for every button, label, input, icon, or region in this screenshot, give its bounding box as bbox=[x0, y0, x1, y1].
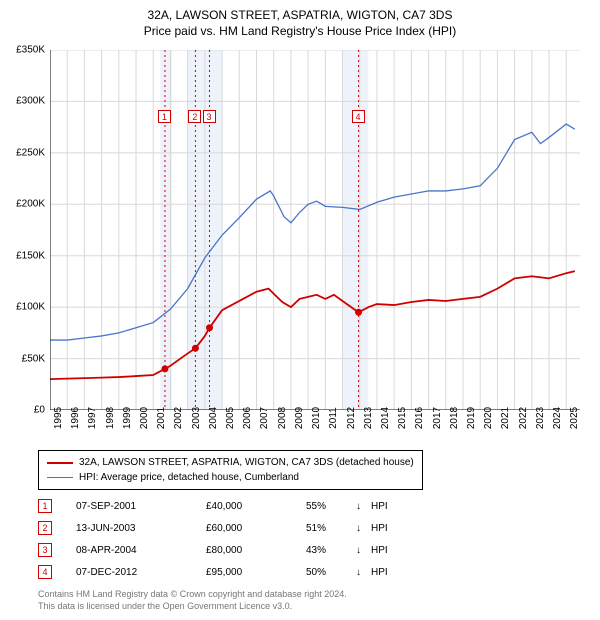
transactions-table: 107-SEP-2001£40,00055%↓HPI213-JUN-2003£6… bbox=[38, 495, 401, 583]
y-tick-label: £100K bbox=[0, 302, 45, 313]
transaction-ref: HPI bbox=[371, 545, 401, 556]
y-tick-label: £300K bbox=[0, 96, 45, 107]
y-tick-label: £200K bbox=[0, 199, 45, 210]
title-line1: 32A, LAWSON STREET, ASPATRIA, WIGTON, CA… bbox=[0, 8, 600, 22]
x-tick-label: 2019 bbox=[466, 407, 477, 429]
down-arrow-icon: ↓ bbox=[356, 523, 371, 534]
y-tick-label: £50K bbox=[0, 353, 45, 364]
x-tick-label: 2014 bbox=[380, 407, 391, 429]
footer-line1: Contains HM Land Registry data © Crown c… bbox=[38, 588, 347, 600]
footer-line2: This data is licensed under the Open Gov… bbox=[38, 600, 347, 612]
transaction-marker: 2 bbox=[38, 521, 52, 535]
y-tick-label: £0 bbox=[0, 405, 45, 416]
x-tick-label: 2016 bbox=[414, 407, 425, 429]
x-tick-label: 1996 bbox=[70, 407, 81, 429]
x-tick-label: 1997 bbox=[87, 407, 98, 429]
transaction-row: 1 07-SEP-2001£40,00055%↓HPI bbox=[38, 495, 401, 517]
transaction-marker: 1 bbox=[38, 499, 52, 513]
price-chart bbox=[50, 50, 580, 410]
legend-label-hpi: HPI: Average price, detached house, Cumb… bbox=[79, 470, 299, 485]
x-tick-label: 2003 bbox=[191, 407, 202, 429]
footer: Contains HM Land Registry data © Crown c… bbox=[38, 588, 347, 612]
x-tick-label: 2001 bbox=[156, 407, 167, 429]
transaction-pct: 55% bbox=[306, 501, 356, 512]
x-tick-label: 2018 bbox=[449, 407, 460, 429]
x-tick-label: 1999 bbox=[122, 407, 133, 429]
transaction-date: 07-SEP-2001 bbox=[76, 501, 206, 512]
x-tick-label: 2007 bbox=[259, 407, 270, 429]
legend-item-property: 32A, LAWSON STREET, ASPATRIA, WIGTON, CA… bbox=[47, 455, 414, 470]
down-arrow-icon: ↓ bbox=[356, 545, 371, 556]
transaction-price: £60,000 bbox=[206, 523, 306, 534]
transaction-ref: HPI bbox=[371, 567, 401, 578]
legend: 32A, LAWSON STREET, ASPATRIA, WIGTON, CA… bbox=[38, 450, 423, 490]
x-tick-label: 2013 bbox=[363, 407, 374, 429]
transaction-marker: 3 bbox=[38, 543, 52, 557]
transaction-row: 3 08-APR-2004£80,00043%↓HPI bbox=[38, 539, 401, 561]
y-tick-label: £350K bbox=[0, 45, 45, 56]
transaction-price: £40,000 bbox=[206, 501, 306, 512]
y-tick-label: £150K bbox=[0, 250, 45, 261]
transaction-price: £80,000 bbox=[206, 545, 306, 556]
x-tick-label: 2002 bbox=[173, 407, 184, 429]
x-tick-label: 2015 bbox=[397, 407, 408, 429]
down-arrow-icon: ↓ bbox=[356, 501, 371, 512]
transaction-row: 4 07-DEC-2012£95,00050%↓HPI bbox=[38, 561, 401, 583]
transaction-pct: 51% bbox=[306, 523, 356, 534]
chart-container: 32A, LAWSON STREET, ASPATRIA, WIGTON, CA… bbox=[0, 0, 600, 620]
x-tick-label: 1998 bbox=[105, 407, 116, 429]
x-tick-label: 2009 bbox=[294, 407, 305, 429]
x-tick-label: 2023 bbox=[535, 407, 546, 429]
x-tick-label: 2010 bbox=[311, 407, 322, 429]
transaction-date: 07-DEC-2012 bbox=[76, 567, 206, 578]
down-arrow-icon: ↓ bbox=[356, 567, 371, 578]
legend-swatch-hpi bbox=[47, 477, 73, 478]
x-tick-label: 2004 bbox=[208, 407, 219, 429]
x-tick-label: 1995 bbox=[53, 407, 64, 429]
x-tick-label: 2000 bbox=[139, 407, 150, 429]
x-tick-label: 2021 bbox=[500, 407, 511, 429]
legend-item-hpi: HPI: Average price, detached house, Cumb… bbox=[47, 470, 414, 485]
transaction-marker: 4 bbox=[38, 565, 52, 579]
x-tick-label: 2008 bbox=[277, 407, 288, 429]
x-tick-label: 2005 bbox=[225, 407, 236, 429]
transaction-ref: HPI bbox=[371, 501, 401, 512]
transaction-price: £95,000 bbox=[206, 567, 306, 578]
transaction-date: 08-APR-2004 bbox=[76, 545, 206, 556]
transaction-row: 2 13-JUN-2003£60,00051%↓HPI bbox=[38, 517, 401, 539]
title-block: 32A, LAWSON STREET, ASPATRIA, WIGTON, CA… bbox=[0, 0, 600, 38]
x-tick-label: 2017 bbox=[432, 407, 443, 429]
x-tick-label: 2024 bbox=[552, 407, 563, 429]
transaction-ref: HPI bbox=[371, 523, 401, 534]
x-tick-label: 2025 bbox=[569, 407, 580, 429]
x-tick-label: 2020 bbox=[483, 407, 494, 429]
legend-swatch-property bbox=[47, 462, 73, 464]
x-tick-label: 2006 bbox=[242, 407, 253, 429]
y-tick-label: £250K bbox=[0, 147, 45, 158]
x-tick-label: 2011 bbox=[328, 407, 339, 429]
transaction-date: 13-JUN-2003 bbox=[76, 523, 206, 534]
transaction-pct: 50% bbox=[306, 567, 356, 578]
legend-label-property: 32A, LAWSON STREET, ASPATRIA, WIGTON, CA… bbox=[79, 455, 414, 470]
title-line2: Price paid vs. HM Land Registry's House … bbox=[0, 24, 600, 38]
x-tick-label: 2012 bbox=[346, 407, 357, 429]
x-tick-label: 2022 bbox=[518, 407, 529, 429]
transaction-pct: 43% bbox=[306, 545, 356, 556]
